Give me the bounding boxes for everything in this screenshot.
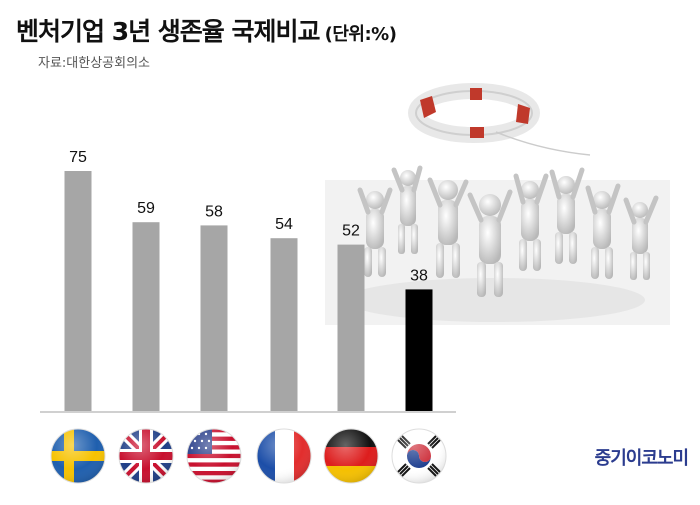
usa-flag-icon (187, 429, 241, 483)
title-text: 벤처기업 3년 생존율 국제비교 (16, 17, 321, 46)
uk-flag-icon (119, 429, 173, 483)
brand-logo: 중기이코노미 (594, 448, 689, 469)
value-label-uk: 59 (137, 200, 155, 217)
bar-germany (337, 244, 365, 411)
value-label-sweden: 75 (69, 149, 87, 166)
source-note: 자료:대한상공회의소 (38, 56, 151, 71)
value-label-usa: 58 (205, 203, 223, 220)
france-flag-icon (257, 429, 311, 483)
chart-title: 벤처기업 3년 생존율 국제비교 (단위:%) (16, 12, 397, 48)
bar-france (270, 238, 298, 411)
life-buoy-icon (408, 83, 591, 156)
bar-uk (132, 222, 160, 411)
value-label-korea: 38 (410, 267, 428, 284)
value-label-france: 54 (275, 216, 293, 233)
flag-rims (50, 428, 447, 484)
rescue-illustration (325, 83, 670, 325)
bar-korea (405, 289, 433, 411)
sweden-flag-icon (51, 429, 105, 483)
bar-sweden (64, 171, 92, 411)
germany-flag-icon (324, 429, 378, 483)
bar-usa (200, 225, 228, 411)
unit-label: (단위:%) (324, 24, 397, 45)
value-label-germany: 52 (342, 223, 360, 240)
korea-flag-icon (392, 429, 446, 483)
